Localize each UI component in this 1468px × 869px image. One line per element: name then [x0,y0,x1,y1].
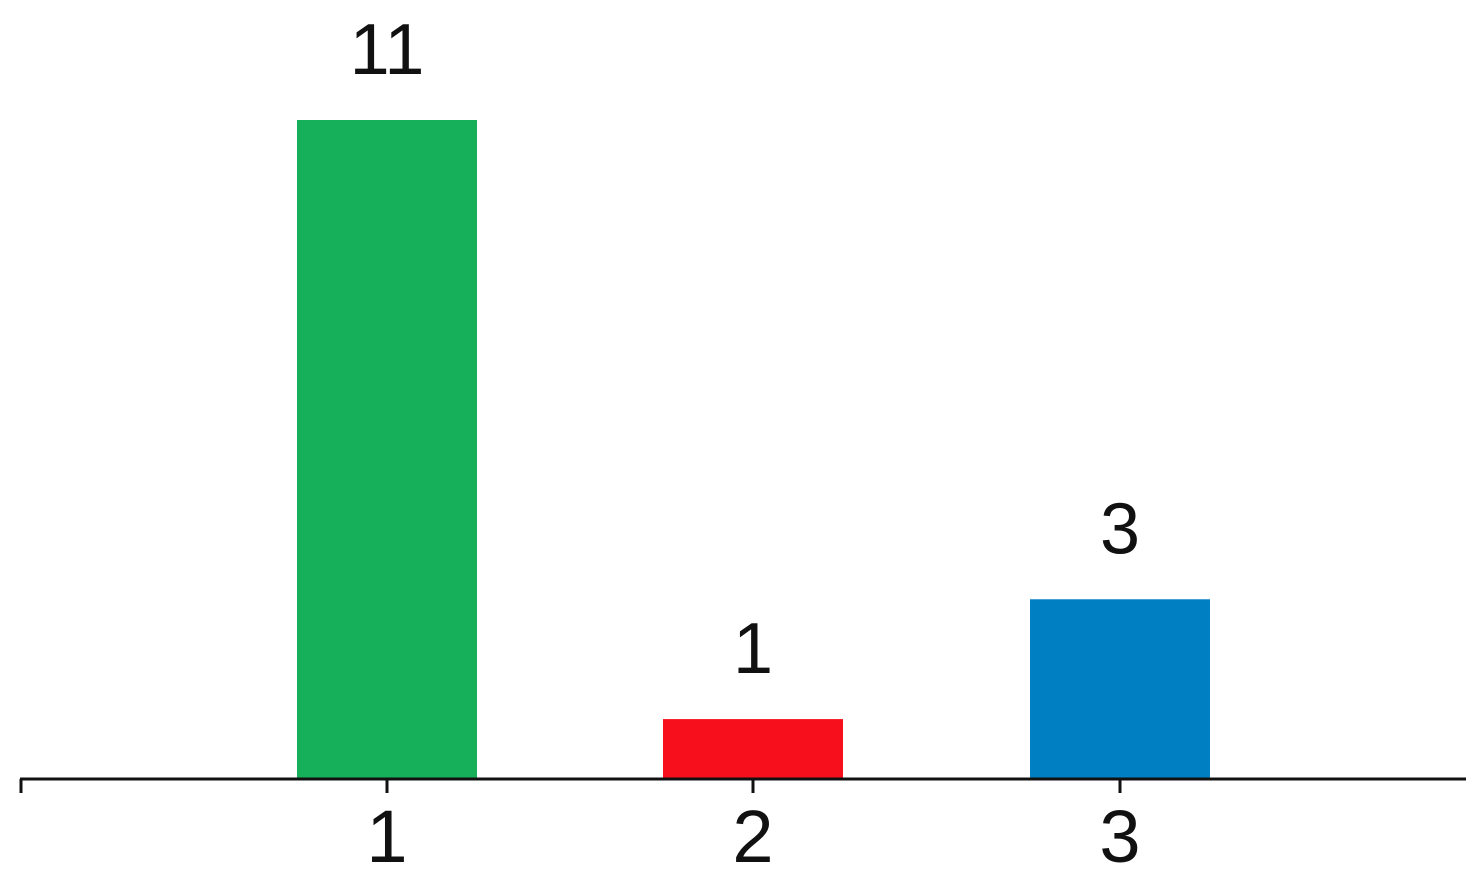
x-tick-label-3: 3 [1099,795,1140,869]
data-label-3: 3 [1100,489,1140,569]
bar-3 [1030,599,1210,779]
bar-1 [297,120,477,779]
x-axis: 1 2 3 [19,777,1466,869]
x-tick-label-2: 2 [732,795,773,869]
bar-2 [663,719,843,779]
x-tick-label-1: 1 [366,795,407,869]
data-label-1: 11 [350,10,425,90]
data-label-2: 1 [733,609,773,689]
bars-group [297,120,1210,779]
